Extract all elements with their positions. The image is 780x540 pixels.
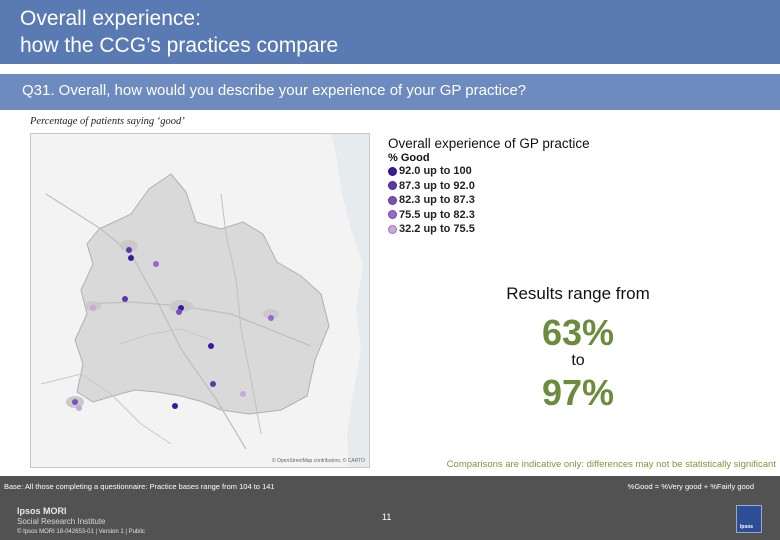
town-area <box>263 309 279 319</box>
legend-item-label: 82.3 up to 87.3 <box>399 194 475 207</box>
legend-subtitle: % Good <box>388 152 430 164</box>
road-line <box>40 373 172 445</box>
practice-marker[interactable] <box>126 247 132 253</box>
footer: Ipsos MORI Social Research Institute © I… <box>0 498 780 540</box>
legend-item-label: 32.2 up to 75.5 <box>399 223 475 236</box>
page-number: 11 <box>382 512 392 522</box>
practice-marker[interactable] <box>210 381 216 387</box>
practice-marker[interactable] <box>268 315 274 321</box>
brand-name: Ipsos MORI <box>17 506 67 516</box>
ccg-boundary <box>74 173 330 415</box>
good-definition: %Good = %Very good + %Fairly good <box>627 482 754 491</box>
practice-marker[interactable] <box>240 391 246 397</box>
comparisons-note: Comparisons are indicative only: differe… <box>446 459 776 470</box>
question-text: Q31. Overall, how would you describe you… <box>22 82 527 99</box>
chart-subtitle: Percentage of patients saying ‘good’ <box>30 116 185 127</box>
page-title-line1: Overall experience: <box>20 7 201 30</box>
question-bar: Q31. Overall, how would you describe you… <box>0 74 780 110</box>
page-title-line2: how the CCG’s practices compare <box>20 34 339 57</box>
sea-area <box>331 134 369 467</box>
map-legend: Overall experience of GP practice % Good… <box>388 136 590 237</box>
results-high-value: 97% <box>541 372 615 413</box>
logo-text: Ipsos <box>740 524 754 530</box>
road-line <box>220 193 262 435</box>
town-area <box>120 240 138 252</box>
ccg-map[interactable]: © OpenStreetMap contributors, © CARTO <box>30 133 370 468</box>
legend-item-label: 75.5 up to 82.3 <box>399 208 475 221</box>
legend-item: 82.3 up to 87.3 <box>388 193 590 208</box>
results-low-value: 63% <box>541 312 615 353</box>
road-line <box>45 193 247 450</box>
legend-item: 92.0 up to 100 <box>388 164 590 179</box>
legend-dot-icon <box>388 210 397 220</box>
road-line <box>85 301 312 347</box>
copyright-text: © Ipsos MORI 18-042653-01 | Version 1 | … <box>17 529 145 535</box>
results-to-label: to <box>571 352 585 369</box>
practice-marker[interactable] <box>72 399 78 405</box>
practice-marker[interactable] <box>153 261 159 267</box>
legend-dot-icon <box>388 166 397 176</box>
legend-dot-icon <box>388 195 397 205</box>
ipsos-logo-icon: Ipsos <box>736 505 762 533</box>
practice-marker[interactable] <box>122 296 128 302</box>
brand-subtitle: Social Research Institute <box>17 517 106 526</box>
practice-marker[interactable] <box>90 305 96 311</box>
legend-item: 87.3 up to 92.0 <box>388 179 590 194</box>
legend-item: 32.2 up to 75.5 <box>388 222 590 237</box>
legend-item-label: 92.0 up to 100 <box>399 165 472 178</box>
practice-marker[interactable] <box>176 309 182 315</box>
map-graphic <box>40 134 369 467</box>
legend-item-label: 87.3 up to 92.0 <box>399 179 475 192</box>
legend-title: Overall experience of GP practice <box>388 136 590 151</box>
legend-dot-icon <box>388 224 397 234</box>
base-bar: Base: All those completing a questionnai… <box>0 476 780 498</box>
header-bar: Overall experience: how the CCG’s practi… <box>0 0 780 64</box>
legend-items: 92.0 up to 100 87.3 up to 92.0 82.3 up to … <box>388 164 590 237</box>
results-range-label: Results range from <box>506 284 650 303</box>
practice-marker[interactable] <box>128 255 134 261</box>
practice-marker[interactable] <box>208 343 214 349</box>
legend-dot-icon <box>388 181 397 191</box>
base-text: Base: All those completing a questionnai… <box>4 482 275 491</box>
practice-marker[interactable] <box>76 405 82 411</box>
map-credit: © OpenStreetMap contributors, © CARTO <box>271 458 365 464</box>
road-line <box>118 328 212 345</box>
legend-item: 75.5 up to 82.3 <box>388 208 590 223</box>
practice-marker[interactable] <box>172 403 178 409</box>
